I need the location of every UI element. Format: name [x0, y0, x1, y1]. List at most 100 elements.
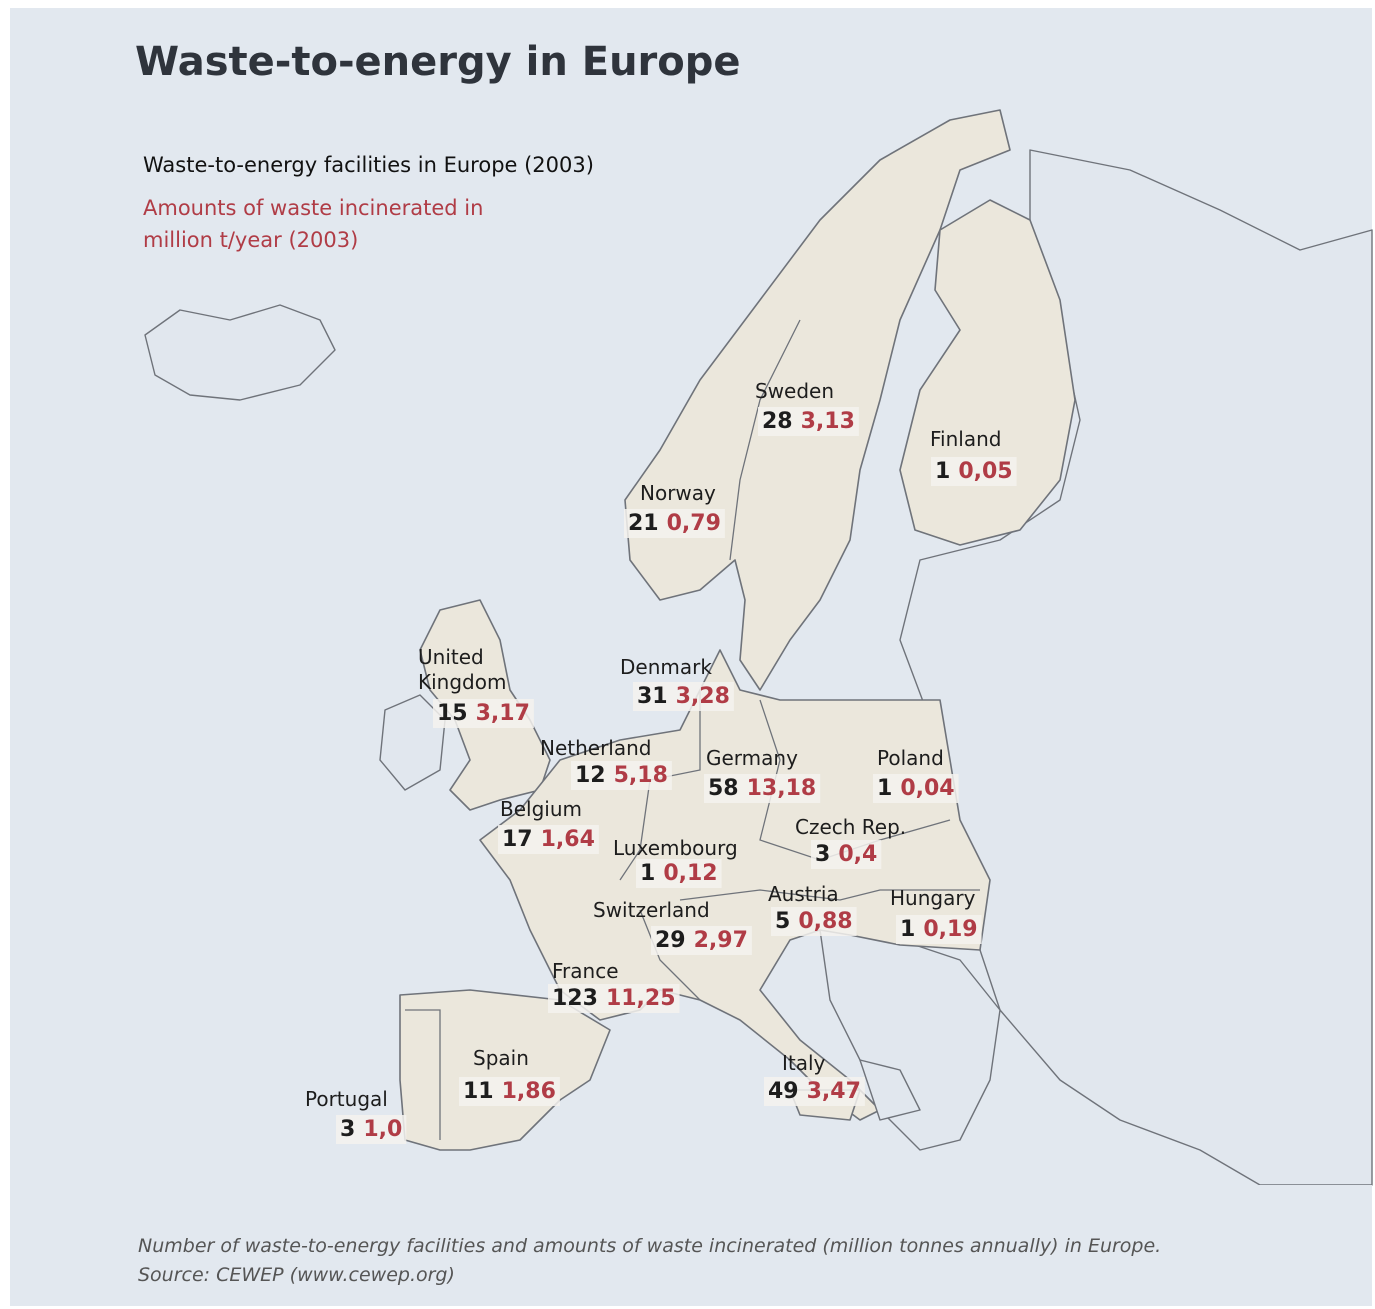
value-box — [704, 774, 821, 803]
amount: 0,79 — [667, 511, 721, 536]
country-name: United — [418, 645, 484, 669]
value-box — [771, 907, 857, 936]
country-name: Hungary — [890, 886, 976, 910]
iceland — [144, 304, 336, 401]
value-box — [433, 699, 534, 728]
legend-amounts: Amounts of waste incinerated in — [143, 196, 483, 220]
title: Waste-to-energy in Europe — [135, 39, 741, 85]
amount: 0,19 — [923, 917, 977, 942]
facilities: 1 — [935, 459, 950, 484]
country-name: Sweden — [755, 379, 834, 403]
legend-amounts: million t/year (2003) — [143, 228, 358, 252]
country-label: Portugal 3 1,0 — [305, 1087, 407, 1144]
value-box — [636, 859, 722, 888]
country-name: Spain — [473, 1046, 529, 1070]
scandinavia — [624, 109, 1011, 691]
amount: 3,13 — [801, 409, 855, 434]
country-label: France 123 11,25 — [548, 959, 680, 1013]
amount: 0,04 — [900, 776, 954, 801]
value-box — [651, 926, 752, 955]
facilities: 5 — [775, 909, 790, 934]
country-labels: Sweden 28 3,13 Finland 1 0,05 Norway 21 0,79 Unit… — [305, 379, 1017, 1144]
country-name: Luxembourg — [613, 836, 738, 860]
facilities: 3 — [815, 842, 830, 867]
country-label: Finland 1 0,05 — [930, 427, 1017, 486]
value-box — [896, 915, 982, 944]
country-label: Hungary 1 0,19 — [890, 886, 982, 944]
value-box — [571, 761, 672, 790]
country-label: Sweden 28 3,13 — [755, 379, 859, 436]
facilities: 12 — [575, 763, 606, 788]
value-box — [548, 984, 680, 1013]
country-name: Kingdom — [418, 670, 506, 694]
amount: 1,86 — [502, 1079, 556, 1104]
legend-facilities: Waste-to-energy facilities in Europe (20… — [143, 153, 594, 177]
amount: 3,17 — [476, 701, 530, 726]
amount: 13,18 — [747, 776, 817, 801]
facilities: 21 — [628, 511, 659, 536]
ireland — [379, 694, 446, 791]
country-name: Germany — [706, 746, 798, 770]
amount: 3,28 — [676, 684, 730, 709]
country-name: Belgium — [500, 797, 582, 821]
country-label: Denmark 31 3,28 — [620, 655, 734, 711]
balkans — [819, 929, 1001, 1151]
amount: 0,88 — [798, 909, 852, 934]
amount: 11,25 — [606, 986, 676, 1011]
country-name: Portugal — [305, 1087, 388, 1111]
country-label: Belgium 17 1,64 — [498, 797, 599, 854]
country-name: Finland — [930, 427, 1001, 451]
country-label: Czech Rep. 3 0,4 — [795, 815, 906, 869]
amount: 1,64 — [541, 827, 595, 852]
facilities: 1 — [900, 917, 915, 942]
country-name: Netherland — [540, 736, 652, 760]
facilities: 17 — [502, 827, 533, 852]
amount: 0,4 — [838, 842, 877, 867]
value-box — [624, 509, 725, 538]
facilities: 28 — [762, 409, 793, 434]
facilities: 15 — [437, 701, 468, 726]
country-name: Czech Rep. — [795, 815, 906, 839]
facilities: 1 — [640, 861, 655, 886]
country-name: Denmark — [620, 655, 712, 679]
value-box — [931, 457, 1017, 486]
caption: Number of waste-to-energy facilities and… — [138, 1235, 1161, 1257]
country-label: Spain 11 1,86 — [459, 1046, 560, 1106]
value-box — [336, 1115, 407, 1144]
country-label: Italy 49 3,47 — [764, 1051, 865, 1106]
facilities: 1 — [877, 776, 892, 801]
value-box — [633, 682, 734, 711]
facilities: 29 — [655, 928, 686, 953]
value-box — [498, 825, 599, 854]
country-label: Poland 1 0,04 — [873, 746, 959, 803]
facilities: 11 — [463, 1079, 494, 1104]
amount: 3,47 — [807, 1079, 861, 1104]
country-name: France — [552, 959, 619, 983]
value-box — [873, 774, 959, 803]
caption-area — [10, 1185, 1372, 1306]
country-name: Norway — [640, 481, 716, 505]
country-label: Austria 5 0,88 — [768, 882, 857, 936]
country-label: Norway 21 0,79 — [624, 481, 725, 538]
amount: 0,05 — [958, 459, 1012, 484]
amount: 2,97 — [694, 928, 748, 953]
facilities: 31 — [637, 684, 668, 709]
country-name: Austria — [768, 882, 839, 906]
country-name: Italy — [782, 1051, 826, 1075]
country-label: Netherland 12 5,18 — [540, 736, 672, 790]
value-box — [459, 1077, 560, 1106]
country-name: Switzerland — [593, 898, 710, 922]
amount: 5,18 — [614, 763, 668, 788]
facilities: 49 — [768, 1079, 799, 1104]
country-name: Poland — [877, 746, 944, 770]
facilities: 3 — [340, 1117, 355, 1142]
adriatic-coast — [859, 1059, 921, 1121]
amount: 0,12 — [663, 861, 717, 886]
amount: 1,0 — [363, 1117, 402, 1142]
country-label: Germany 58 13,18 — [704, 746, 821, 803]
facilities: 123 — [552, 986, 598, 1011]
caption: Source: CEWEP (www.cewep.org) — [138, 1264, 455, 1286]
